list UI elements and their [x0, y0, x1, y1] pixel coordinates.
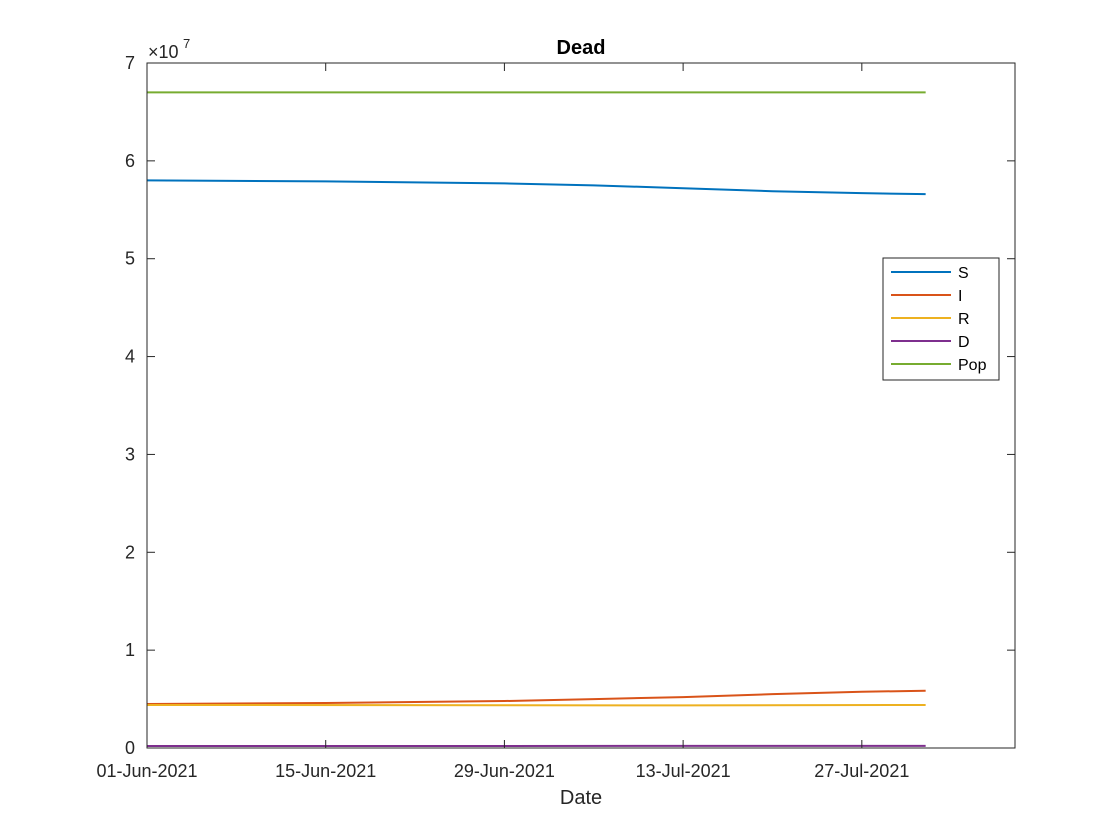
x-tick-label: 13-Jul-2021	[636, 761, 731, 781]
x-tick-label: 27-Jul-2021	[814, 761, 909, 781]
plot-area	[147, 63, 1015, 748]
y-tick-label: 2	[125, 542, 135, 562]
y-tick-label: 6	[125, 151, 135, 171]
y-exponent-label: ×10 7	[148, 36, 190, 62]
axes-box	[146, 62, 1016, 749]
x-tick-label: 29-Jun-2021	[454, 761, 555, 781]
y-tick-label: 1	[125, 640, 135, 660]
x-axis-label: Date	[560, 787, 602, 809]
series-layer	[146, 91, 926, 748]
legend-label-s: S	[958, 265, 969, 282]
series-line-i	[146, 689, 926, 705]
legend-label-r: R	[958, 311, 970, 328]
chart-title: Dead	[557, 37, 606, 59]
y-tick-label: 3	[125, 444, 135, 464]
series-line-s	[146, 179, 926, 196]
y-tick-label: 0	[125, 738, 135, 758]
y-tick-label: 7	[125, 53, 135, 73]
y-tick-label: 5	[125, 249, 135, 269]
y-tick-label: 4	[125, 347, 135, 367]
legend-label-d: D	[958, 334, 970, 351]
y-exponent-power: 7	[183, 36, 190, 51]
legend-label-pop: Pop	[958, 357, 987, 374]
tick-labels-layer: 01-Jun-2021 15-Jun-2021 29-Jun-2021 13-Jul-…	[96, 53, 909, 781]
x-tick-label: 15-Jun-2021	[275, 761, 376, 781]
legend-label-i: I	[958, 288, 962, 305]
y-exponent-base: ×10	[148, 42, 179, 62]
x-tick-label: 01-Jun-2021	[96, 761, 197, 781]
ticks-layer	[146, 62, 1015, 749]
